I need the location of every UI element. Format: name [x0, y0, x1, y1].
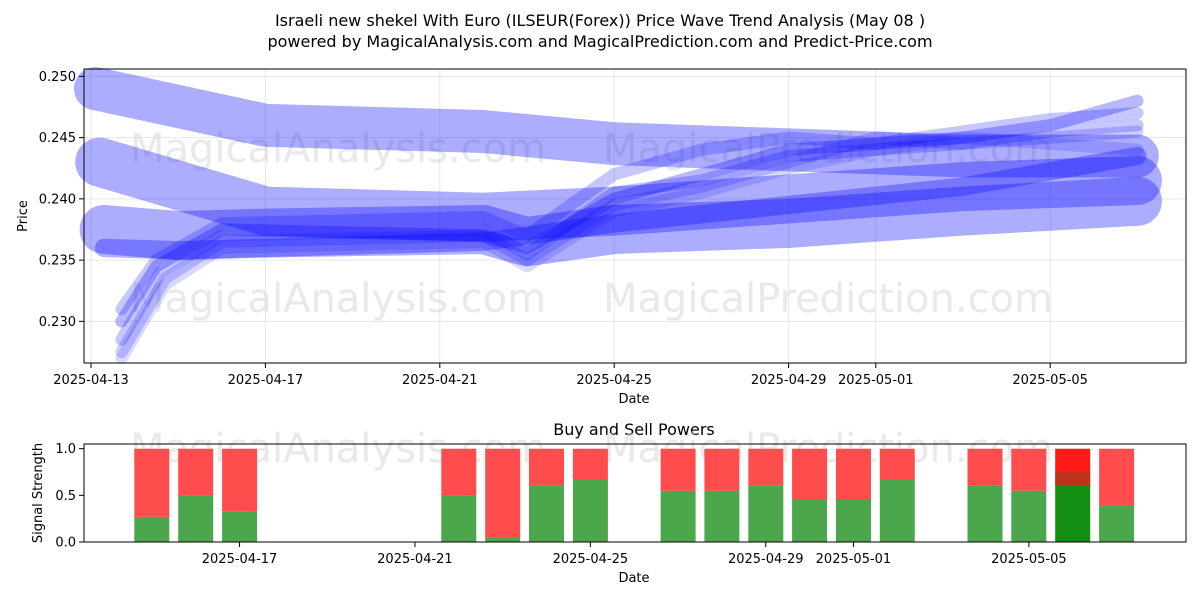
price-xlabel: Date	[618, 392, 649, 407]
chart-title-line1: Israeli new shekel With Euro (ILSEUR(For…	[275, 11, 925, 30]
price-wave-bands	[73, 67, 1162, 365]
buy-bar	[441, 495, 477, 542]
buy-bar	[879, 479, 915, 542]
buy-bar	[836, 500, 871, 542]
signal-xlabel: Date	[618, 571, 649, 586]
buy-bar	[704, 490, 740, 542]
price-xtick-label: 2025-05-05	[1012, 373, 1088, 388]
price-ytick-label: 0.235	[39, 254, 76, 269]
price-wave-band-1	[73, 67, 1159, 178]
sell-bar	[704, 448, 740, 491]
signal-ylabel: Signal Strength	[31, 443, 46, 543]
sell-bar	[222, 448, 258, 512]
sell-bar	[836, 448, 871, 500]
price-xtick-label: 2025-04-17	[228, 373, 304, 388]
price-ytick-label: 0.240	[39, 192, 76, 207]
watermark-analysis-mid: MagicalAnalysis.com	[130, 276, 546, 322]
sell-bar	[879, 448, 915, 480]
signal-plot-frame	[83, 443, 1187, 543]
price-wave-band-2	[75, 137, 1162, 242]
watermark-prediction-top: MagicalPrediction.com	[603, 126, 1053, 172]
price-plot-frame	[83, 68, 1187, 364]
price-ytick-label: 0.245	[39, 131, 76, 146]
watermark-analysis-top: MagicalAnalysis.com	[130, 126, 546, 172]
signal-xtick-label: 2025-05-01	[816, 552, 892, 567]
chart-title-line2: powered by MagicalAnalysis.com and Magic…	[267, 32, 932, 51]
price-grid	[84, 69, 1186, 363]
price-xtick-label: 2025-05-01	[838, 373, 914, 388]
buy-bar	[1055, 486, 1091, 542]
buy-bar	[178, 495, 214, 542]
signal-xtick-label: 2025-05-05	[991, 552, 1067, 567]
signal-ytick-label: 0.5	[55, 489, 76, 504]
price-ytick-label: 0.250	[39, 70, 76, 85]
price-wave-band-9	[115, 131, 1144, 365]
price-xtick-label: 2025-04-13	[53, 373, 129, 388]
buy-bar	[748, 485, 784, 542]
price-wave-band-4	[94, 146, 1147, 260]
price-wave-band-6	[115, 106, 1144, 316]
sell-bar	[441, 448, 477, 496]
sell-bar	[660, 448, 696, 491]
signal-title: Buy and Sell Powers	[553, 420, 715, 439]
price-wave-band-7	[115, 119, 1144, 346]
overlap-bar	[1055, 472, 1091, 486]
signal-axis-ticks: 0.0 0.5 1.0 2025-04-17 2025-04-21 2025-04-25 2…	[55, 442, 1066, 567]
price-wave-band-3	[79, 176, 1162, 267]
price-xtick-label: 2025-04-21	[402, 373, 478, 388]
signal-bars	[134, 448, 1135, 542]
price-ylabel: Price	[16, 200, 31, 232]
price-wave-band-5	[115, 94, 1144, 328]
sell-bar	[967, 448, 1003, 486]
price-xtick-label: 2025-04-25	[576, 373, 652, 388]
sell-bar	[1099, 448, 1135, 506]
price-axis-ticks: 0.230 0.235 0.240 0.245 0.250 2025-04-13 2025-…	[39, 70, 1088, 388]
signal-xtick-label: 2025-04-29	[728, 552, 804, 567]
price-panel: MagicalAnalysis.com MagicalPrediction.co…	[16, 67, 1187, 407]
price-plot-area	[84, 69, 1186, 363]
buy-bar	[967, 485, 1003, 542]
buy-bar	[134, 516, 170, 542]
signal-xtick-label: 2025-04-17	[202, 552, 278, 567]
signal-ytick-label: 0.0	[55, 536, 76, 551]
sell-bar	[792, 448, 828, 500]
sell-bar	[1011, 448, 1047, 491]
sell-bar	[529, 448, 564, 486]
price-ytick-label: 0.230	[39, 315, 76, 330]
buy-bar	[792, 500, 828, 542]
buy-bar	[529, 485, 564, 542]
buy-bar	[660, 490, 696, 542]
buy-bar	[572, 479, 608, 542]
signal-xtick-label: 2025-04-25	[553, 552, 629, 567]
signal-ytick-label: 1.0	[55, 442, 76, 457]
signal-panel: Buy and Sell Powers MagicalAnalysis.com …	[31, 420, 1187, 586]
signal-xtick-label: 2025-04-21	[377, 552, 453, 567]
sell-bar	[748, 448, 784, 486]
sell-bar	[572, 448, 608, 480]
watermark-prediction-mid: MagicalPrediction.com	[603, 276, 1053, 322]
buy-bar	[1099, 505, 1135, 542]
buy-bar	[1011, 490, 1047, 542]
buy-bar	[222, 511, 258, 542]
sell-bar	[178, 448, 214, 496]
buy-bar	[485, 537, 521, 542]
price-xtick-label: 2025-04-29	[751, 373, 827, 388]
sell-bar	[485, 448, 521, 538]
sell-bar	[134, 448, 170, 517]
price-wave-band-8	[115, 125, 1144, 359]
